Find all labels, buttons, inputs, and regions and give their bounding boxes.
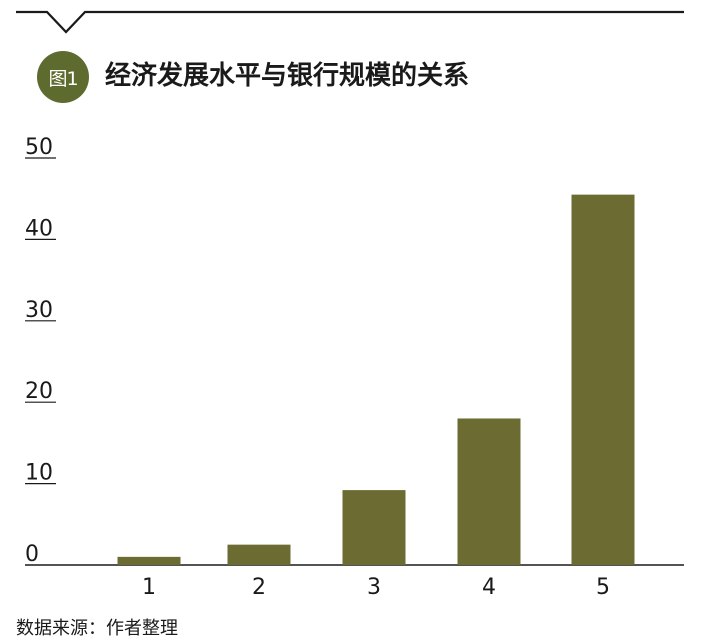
bar (227, 544, 291, 565)
y-tick-label: 30 (25, 298, 53, 323)
bar (571, 194, 635, 565)
x-tick-label: 3 (367, 575, 381, 600)
x-tick-label: 5 (596, 575, 610, 600)
bar (117, 556, 181, 565)
y-tick-label: 0 (25, 542, 39, 567)
y-tick-label: 40 (25, 216, 53, 241)
source-note: 数据来源：作者整理 (16, 618, 178, 639)
header-rule (16, 10, 684, 34)
y-tick-label: 50 (25, 135, 53, 160)
bar-chart: 0 10 20 30 40 50 1 2 3 4 5 (25, 135, 684, 600)
bar (342, 490, 406, 565)
bar (457, 418, 521, 565)
x-tick-label: 2 (252, 575, 266, 600)
x-tick-label: 4 (482, 575, 496, 600)
chart-title: 经济发展水平与银行规模的关系 (105, 61, 470, 91)
y-tick-label: 10 (25, 461, 53, 486)
y-tick-label: 20 (25, 379, 53, 404)
x-tick-label: 1 (142, 575, 156, 600)
figure-badge: 图1 (37, 51, 89, 103)
